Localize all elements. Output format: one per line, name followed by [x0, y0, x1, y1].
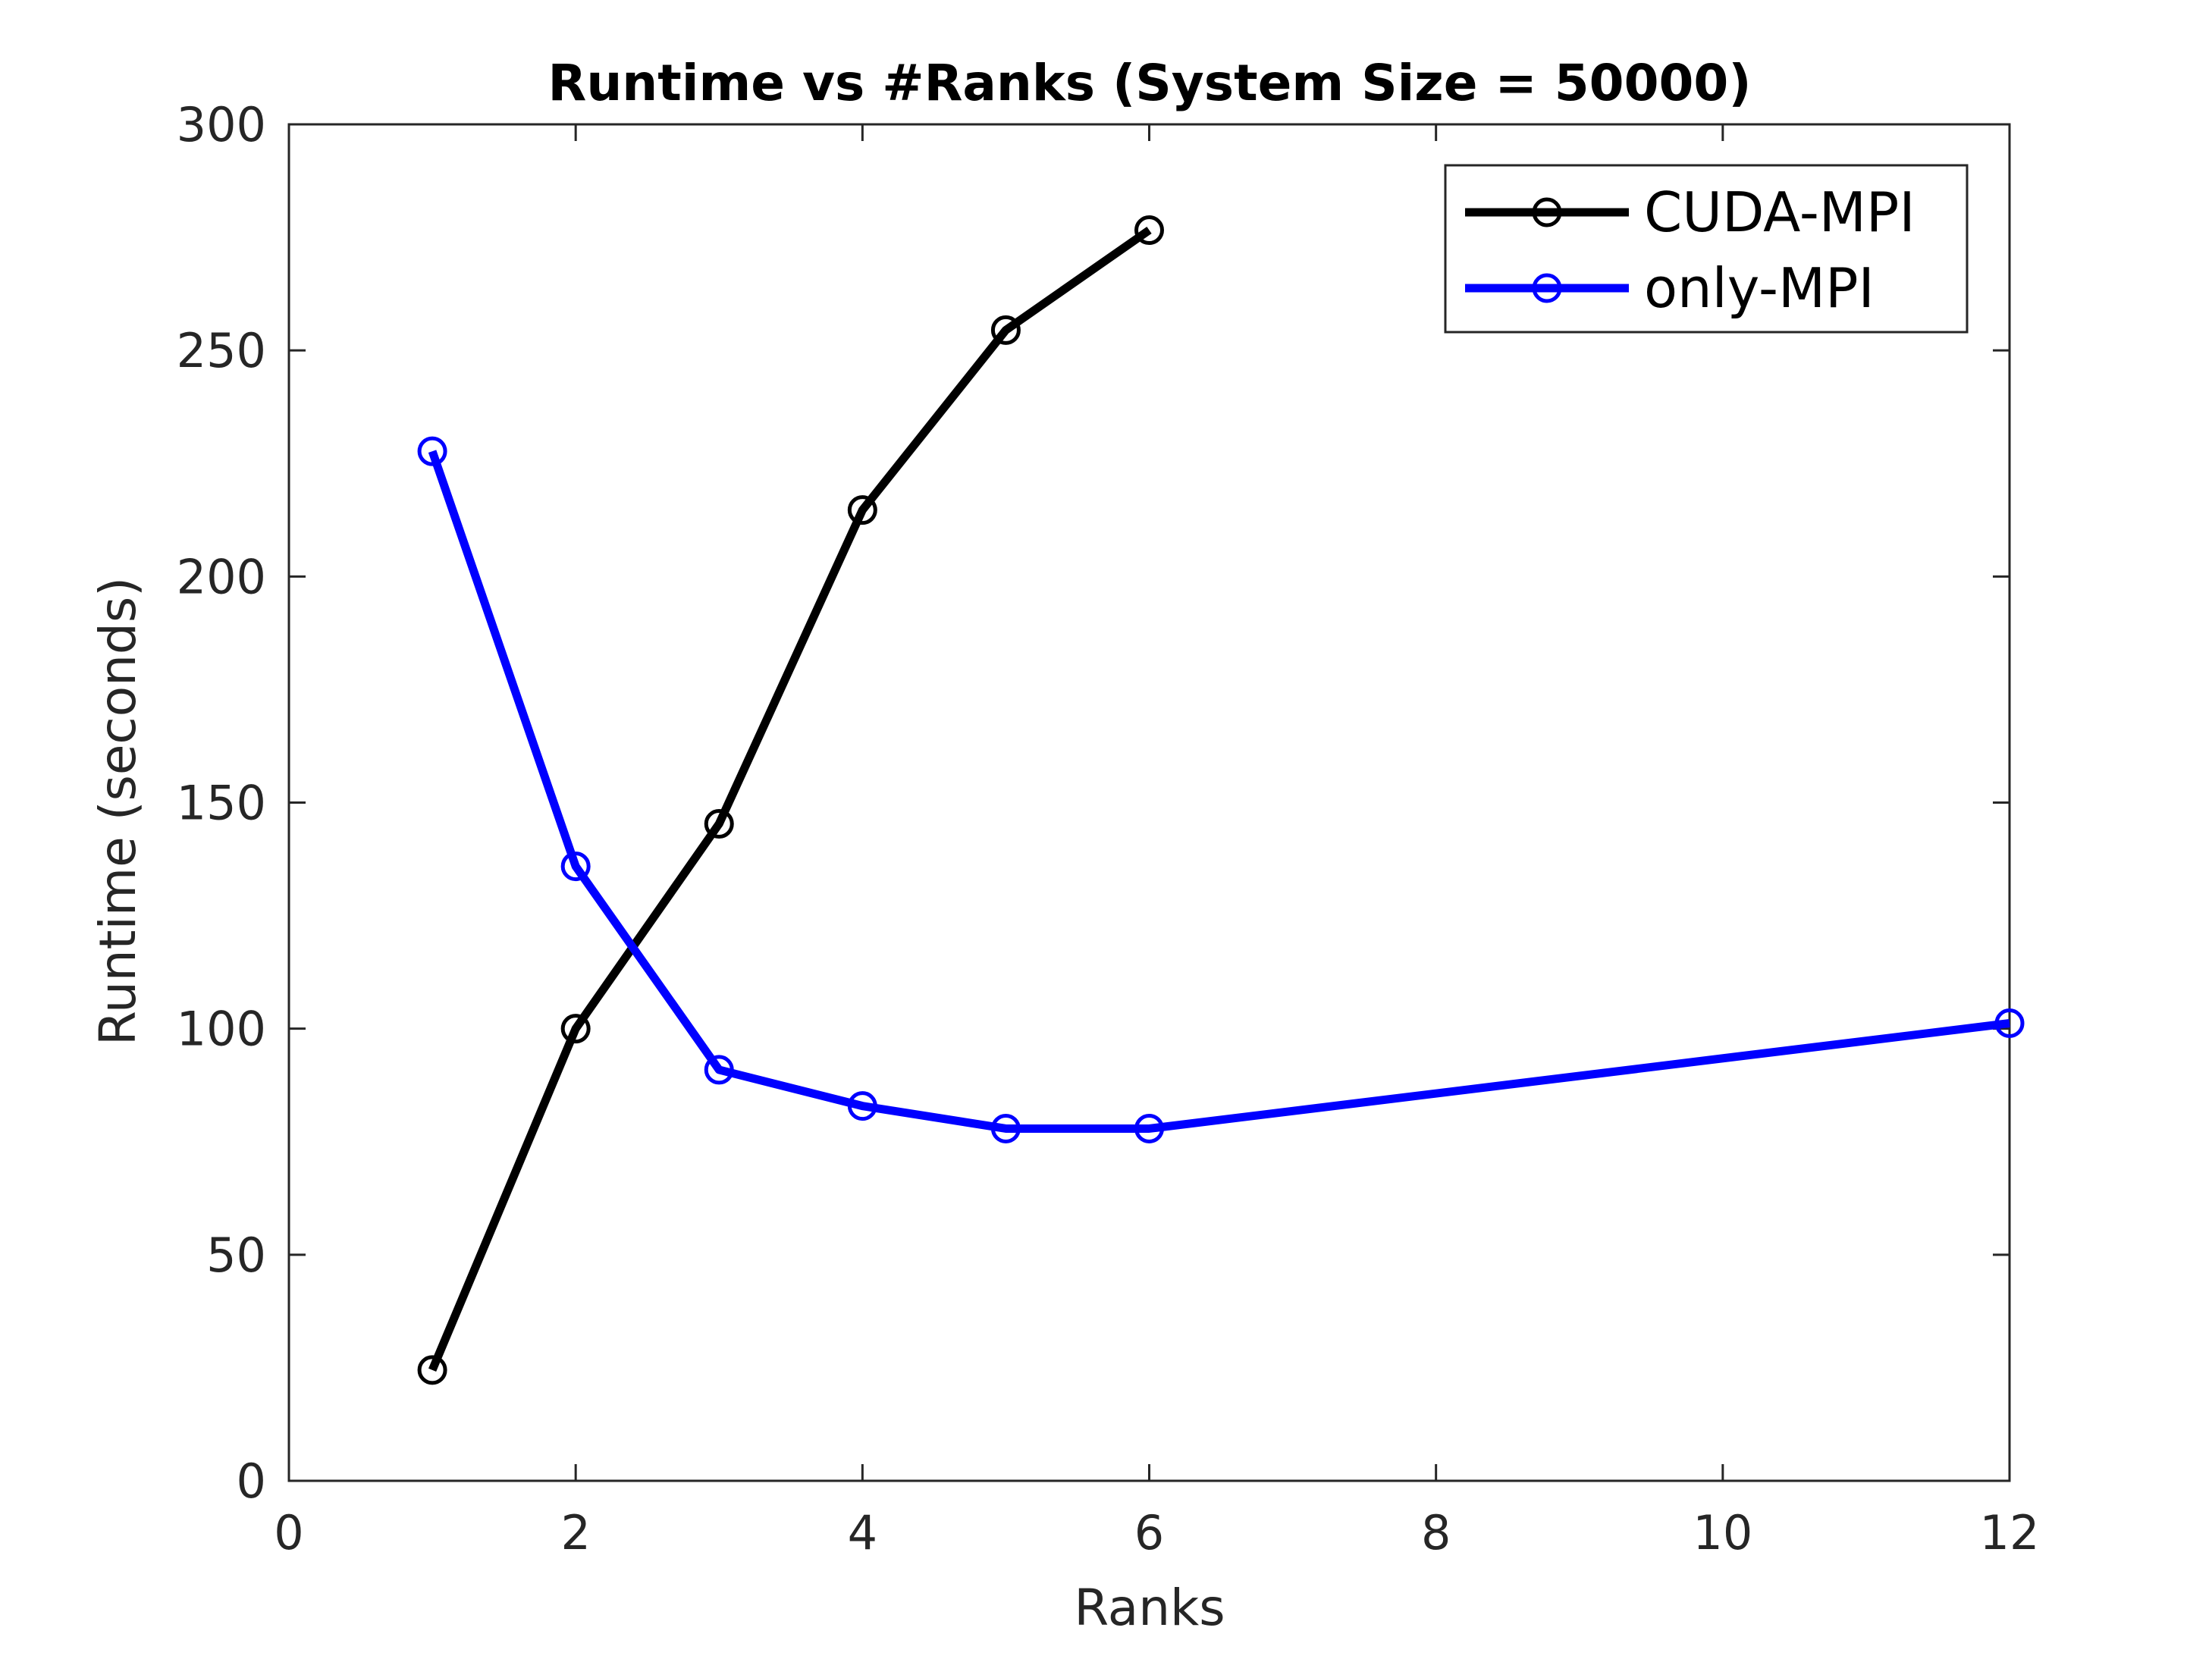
y-tick-label: 300 — [177, 97, 266, 152]
series-layer — [417, 215, 2025, 1385]
chart-title: Runtime vs #Ranks (System Size = 50000) — [548, 54, 1752, 112]
x-tick-label: 10 — [1693, 1505, 1752, 1560]
y-tick-label: 100 — [177, 1002, 266, 1057]
x-tick-label: 6 — [1134, 1505, 1164, 1560]
data-point — [990, 315, 1021, 345]
y-tick-label: 250 — [177, 323, 266, 378]
legend: CUDA-MPI only-MPI — [1444, 164, 1969, 334]
data-point — [704, 1055, 734, 1085]
plot-area — [287, 123, 2011, 1482]
plot-frame — [287, 123, 2011, 1482]
x-tick-label: 2 — [560, 1505, 590, 1560]
series-line — [428, 450, 2010, 1133]
legend-box — [1444, 164, 1969, 334]
y-tick-label: 50 — [206, 1228, 266, 1283]
data-point — [704, 809, 734, 839]
data-point — [417, 436, 447, 466]
data-point — [1134, 1113, 1164, 1143]
x-tick-label: 4 — [848, 1505, 877, 1560]
y-tick-label: 200 — [177, 549, 266, 604]
series-only-mpi — [417, 436, 2025, 1143]
series-cuda-mpi — [417, 215, 1164, 1385]
x-axis-label: Ranks — [1074, 1579, 1225, 1637]
data-point — [417, 1355, 447, 1385]
legend-label: only-MPI — [1644, 256, 1875, 320]
series-line — [428, 227, 1152, 1372]
x-tick-label: 0 — [274, 1505, 303, 1560]
legend-marker — [1532, 273, 1562, 303]
legend-marker — [1532, 197, 1562, 227]
x-tick-label: 8 — [1421, 1505, 1451, 1560]
data-point — [1994, 1008, 2025, 1039]
data-point — [990, 1113, 1021, 1143]
y-axis: 0 50 100 150 200 250 300 — [177, 97, 2010, 1509]
x-axis: 0 2 4 6 8 10 12 — [274, 124, 2039, 1560]
data-point — [560, 851, 591, 882]
legend-label: CUDA-MPI — [1644, 180, 1915, 244]
data-point — [847, 1091, 877, 1121]
data-point — [1134, 215, 1164, 246]
y-tick-label: 150 — [177, 776, 266, 831]
data-point — [560, 1014, 591, 1044]
y-axis-label: Runtime (seconds) — [89, 577, 147, 1046]
x-tick-label: 12 — [1980, 1505, 2040, 1560]
y-tick-label: 0 — [237, 1454, 266, 1509]
data-point — [847, 495, 877, 525]
